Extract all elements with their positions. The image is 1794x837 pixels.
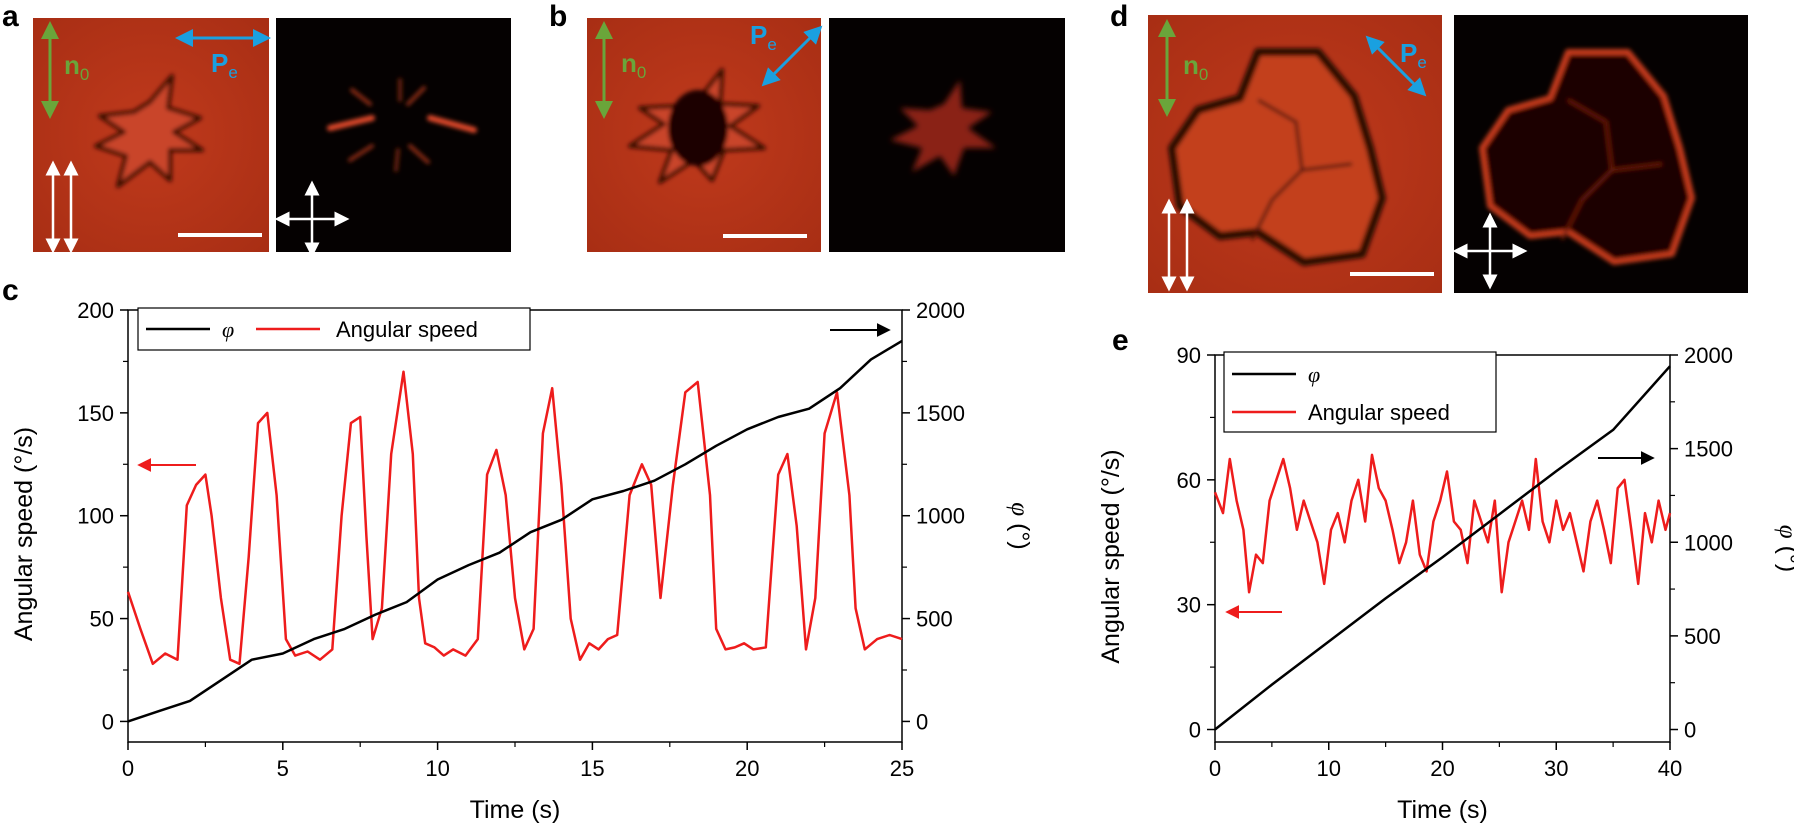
y-left-tick-label: 200 bbox=[77, 298, 114, 323]
y-left-tick-label: 0 bbox=[1189, 718, 1201, 743]
y-right-tick-label: 1500 bbox=[1684, 437, 1733, 462]
n0-label-a: n0 bbox=[64, 50, 89, 84]
x-tick-label: 0 bbox=[1209, 756, 1221, 781]
y-right-tick-label: 1500 bbox=[916, 401, 965, 426]
pe-label-a: Pe bbox=[211, 48, 238, 82]
angular-speed-line bbox=[126, 370, 903, 666]
micrograph-d-crossed bbox=[1452, 15, 1748, 293]
star-particle-a bbox=[94, 74, 204, 188]
panel-letter-e: e bbox=[1112, 324, 1129, 357]
y-right-tick-label: 0 bbox=[1684, 718, 1696, 743]
y-left-axis-label: Angular speed (°/s) bbox=[1097, 449, 1125, 663]
phi-unit: (°) bbox=[1006, 516, 1034, 550]
y-left-tick-label: 0 bbox=[102, 709, 114, 734]
x-tick-label: 15 bbox=[580, 756, 604, 781]
y-right-axis-label: φ (°) bbox=[1774, 525, 1794, 572]
legend-phi-label: φ bbox=[1308, 362, 1320, 387]
panel-letter-b: b bbox=[549, 0, 567, 33]
x-tick-label: 10 bbox=[1317, 756, 1341, 781]
x-axis-label: Time (s) bbox=[470, 796, 561, 824]
x-tick-label: 20 bbox=[1430, 756, 1454, 781]
pe-label-b: Pe bbox=[750, 20, 777, 54]
micrograph-b-crossed bbox=[829, 18, 1065, 252]
n0-label-b: n0 bbox=[621, 48, 646, 82]
y-left-tick-label: 60 bbox=[1177, 468, 1201, 493]
y-right-tick-label: 1000 bbox=[1684, 530, 1733, 555]
y-right-tick-label: 500 bbox=[916, 607, 953, 632]
trimer-particle-d bbox=[1168, 48, 1386, 266]
x-tick-label: 10 bbox=[425, 756, 449, 781]
n0-label-d: n0 bbox=[1183, 50, 1208, 84]
x-axis-label: Time (s) bbox=[1397, 796, 1488, 824]
legend-phi-label: φ bbox=[222, 317, 234, 342]
y-right-tick-label: 0 bbox=[916, 709, 928, 734]
panel-letter-d: d bbox=[1110, 0, 1128, 33]
y-left-tick-label: 100 bbox=[77, 504, 114, 529]
legend-angular-speed-label: Angular speed bbox=[336, 317, 478, 342]
y-right-tick-label: 2000 bbox=[1684, 343, 1733, 368]
birefringent-streaks-a bbox=[327, 78, 477, 172]
x-tick-label: 5 bbox=[277, 756, 289, 781]
x-tick-label: 25 bbox=[890, 756, 914, 781]
legend-box bbox=[1223, 351, 1497, 433]
y-right-tick-label: 1000 bbox=[916, 504, 965, 529]
x-tick-label: 0 bbox=[122, 756, 134, 781]
micrograph-d-bright: n0 Pe bbox=[1148, 15, 1442, 293]
star-particle-b bbox=[628, 68, 766, 184]
pe-arrow-d bbox=[1365, 35, 1427, 97]
y-left-tick-label: 30 bbox=[1177, 593, 1201, 618]
y-left-tick-label: 150 bbox=[77, 401, 114, 426]
y-right-axis-label: φ (°) bbox=[1006, 502, 1034, 549]
phi-line bbox=[127, 339, 903, 723]
y-left-tick-label: 50 bbox=[90, 607, 114, 632]
angular-speed-line bbox=[1213, 453, 1672, 594]
x-tick-label: 40 bbox=[1658, 756, 1682, 781]
pe-label-d: Pe bbox=[1400, 38, 1427, 72]
micrograph-a-bright: n0 Pe bbox=[33, 18, 271, 254]
trimer-outline-d bbox=[1479, 49, 1695, 265]
micrograph-a-crossed bbox=[274, 18, 511, 258]
y-left-axis-label: Angular speed (°/s) bbox=[10, 427, 38, 641]
x-tick-label: 30 bbox=[1544, 756, 1568, 781]
phi-symbol: φ bbox=[1006, 502, 1033, 516]
phi-line bbox=[1214, 365, 1671, 731]
panel-letter-a: a bbox=[2, 0, 19, 33]
plot-frame bbox=[127, 309, 903, 743]
phi-unit: (°) bbox=[1774, 539, 1794, 573]
phi-symbol: φ bbox=[1774, 525, 1794, 539]
y-left-tick-label: 90 bbox=[1177, 343, 1201, 368]
birefringent-star-b bbox=[890, 80, 996, 176]
x-tick-label: 20 bbox=[735, 756, 759, 781]
y-right-tick-label: 500 bbox=[1684, 624, 1721, 649]
micrograph-b-bright: n0 Pe bbox=[587, 18, 823, 252]
panel-letter-c: c bbox=[2, 274, 19, 307]
chart-c: 0 5 10 15 20 250501001502000500100015002000Ti… bbox=[10, 298, 1034, 824]
y-right-tick-label: 2000 bbox=[916, 298, 965, 323]
pe-arrow-b bbox=[761, 25, 823, 87]
legend-angular-speed-label: Angular speed bbox=[1308, 400, 1450, 425]
